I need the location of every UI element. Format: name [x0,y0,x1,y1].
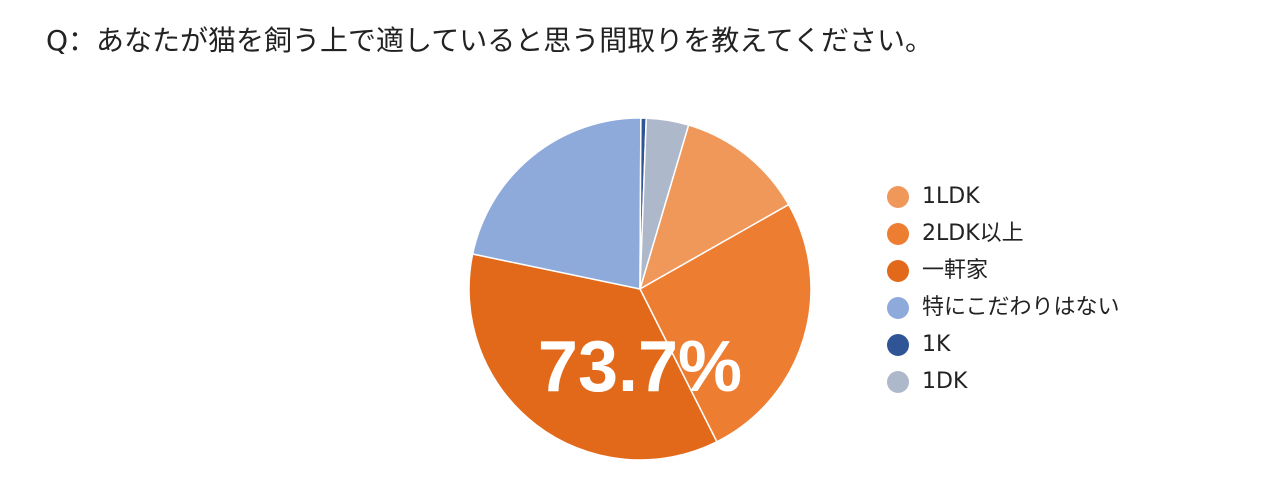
legend-marker [887,371,909,393]
legend-label: 2LDK以上 [922,221,1024,246]
legend-label: 1K [922,332,951,357]
legend-marker [887,260,909,282]
pie-slice [639,203,812,443]
legend-label: 特にこだわりはない [922,295,1120,320]
legend-label: 1LDK [922,184,980,209]
legend-marker [887,186,909,208]
chart-title: Q：あなたが猫を飼う上で適していると思う間取りを教えてください。 [46,24,933,57]
legend-marker [887,223,909,245]
pie-slice [468,253,718,461]
legend-marker [887,297,909,319]
legend-label: 1DK [922,369,968,394]
legend-label: 一軒家 [922,258,988,283]
pie-slice [471,117,642,290]
annotation: 73.7% [538,327,742,407]
legend-marker [887,334,909,356]
pie-slice [639,117,690,290]
